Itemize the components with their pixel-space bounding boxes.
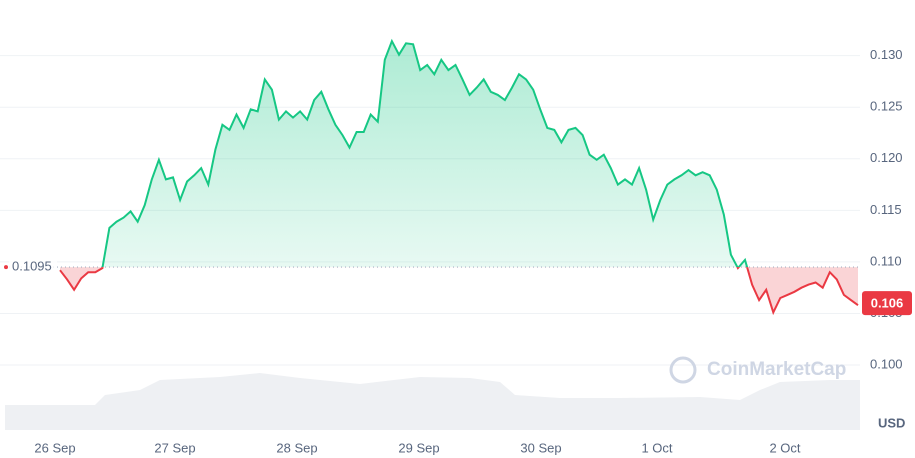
x-tick-label: 2 Oct	[769, 440, 800, 455]
baseline-label-bg	[9, 258, 57, 277]
x-tick-label: 30 Sep	[520, 440, 561, 455]
unit-label: USD	[878, 415, 905, 430]
watermark-logo	[669, 356, 697, 384]
baseline-dot	[4, 265, 8, 270]
current-price-box	[862, 291, 912, 316]
x-tick-label: 27 Sep	[154, 440, 195, 455]
y-tick-label: 0.100	[870, 356, 903, 371]
area-up	[60, 41, 858, 268]
y-tick-label: 0.110	[870, 253, 902, 268]
current-price-label: 0.106	[871, 296, 904, 311]
baseline-label: 0.1095	[12, 259, 52, 274]
x-tick-label: 29 Sep	[398, 440, 439, 455]
y-tick-label: 0.125	[870, 99, 903, 114]
x-tick-label: 26 Sep	[34, 440, 75, 455]
y-tick-label: 0.115	[870, 202, 902, 217]
y-tick-label: 0.130	[870, 47, 903, 62]
watermark: CoinMarketCap	[707, 359, 846, 380]
area-down	[60, 267, 858, 313]
x-tick-label: 28 Sep	[276, 440, 317, 455]
volume-area	[5, 373, 860, 430]
price-line-up	[101, 38, 749, 268]
x-tick-label: 1 Oct	[641, 440, 672, 455]
y-tick-label: 0.120	[870, 150, 903, 165]
